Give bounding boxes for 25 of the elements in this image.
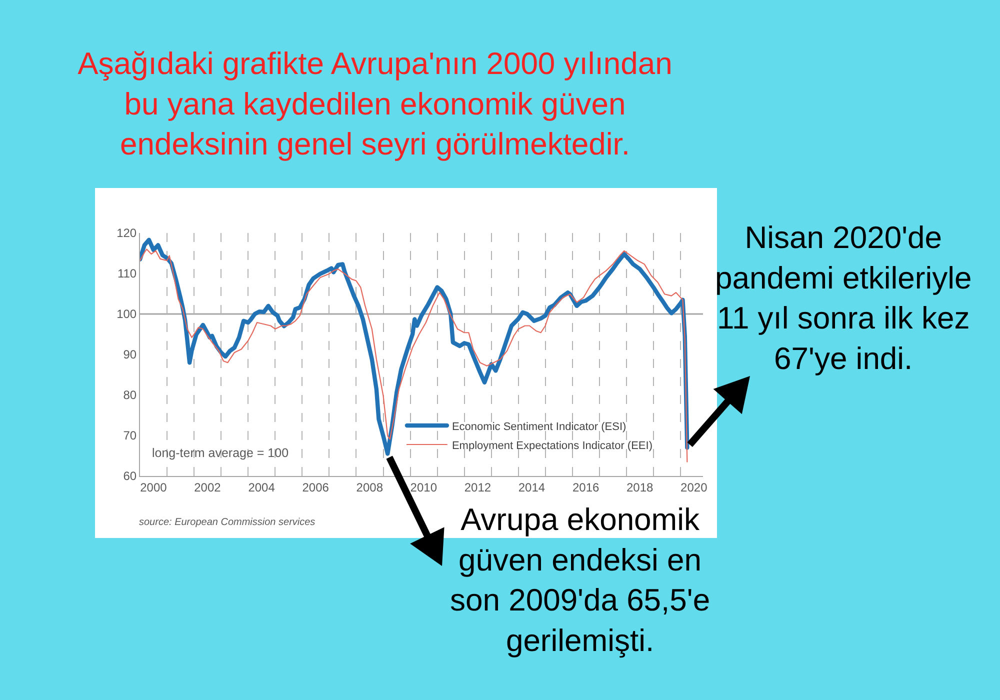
chart-title: Aşağıdaki grafikte Avrupa'nın 2000 yılından bu yana kaydedilen ekonomik güven endeksinin genel seyri görülmektedir. [78, 46, 672, 162]
y-tick-label: 80 [123, 388, 137, 402]
x-tick-label: 2006 [302, 480, 330, 494]
y-tick-label: 100 [116, 307, 137, 322]
y-tick-label: 60 [123, 469, 137, 484]
x-tick-label: 2002 [194, 480, 222, 494]
x-tick-label: 2014 [518, 480, 546, 494]
legend-label: Employment Expectations Indicator (EEI) [452, 440, 652, 452]
x-tick-label: 2012 [464, 480, 492, 494]
x-tick-label: 2004 [248, 480, 276, 494]
y-tick-label: 90 [123, 348, 137, 362]
x-tick-label: 2000 [140, 480, 168, 494]
x-tick-label: 2008 [356, 480, 384, 494]
y-tick-label: 70 [123, 428, 137, 443]
x-tick-label: 2020 [680, 480, 708, 494]
annotation: Nisan 2020'de pandemi etkileriyle 11 yıl sonra ilk kez 67'ye indi. [715, 220, 972, 376]
y-tick-label: 120 [116, 226, 137, 240]
annotation: Avrupa ekonomik güven endeksi en son 2009'da 65,5'e gerilemişti. [450, 502, 710, 658]
x-tick-label: 2016 [572, 480, 600, 494]
x-tick-label: 2010 [410, 480, 438, 494]
x-tick-label: 2018 [626, 480, 654, 494]
legend-label: Economic Sentiment Indicator (ESI) [452, 420, 626, 433]
y-tick-label: 110 [117, 266, 137, 281]
annotation: long-term average = 100 [152, 446, 289, 460]
source-note: source: European Commission services [139, 517, 316, 528]
